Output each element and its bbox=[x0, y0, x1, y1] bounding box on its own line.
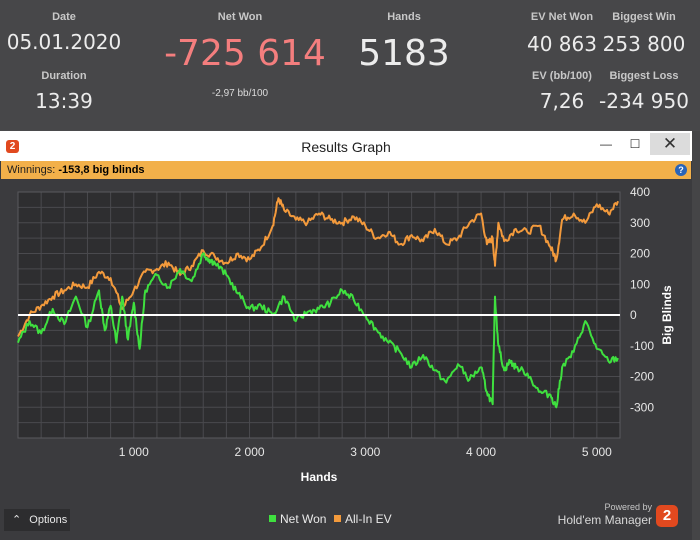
x-tick-label: 2 000 bbox=[235, 445, 265, 459]
close-button[interactable]: ✕ bbox=[650, 133, 690, 155]
series-all-in-ev-line bbox=[17, 197, 619, 337]
ev-net-won-label: EV Net Won bbox=[530, 11, 594, 23]
y-tick-label: 100 bbox=[630, 277, 650, 291]
duration-label: Duration bbox=[41, 70, 87, 82]
brand-name: Hold'em Manager bbox=[557, 513, 652, 527]
date-label: Date bbox=[52, 11, 76, 23]
options-label: Options bbox=[29, 514, 68, 526]
hands-label: Hands bbox=[387, 11, 421, 23]
y-tick-label: -200 bbox=[630, 370, 654, 384]
hm2-logo-icon: 2 bbox=[656, 505, 678, 527]
biggest-loss-value: -234 950 bbox=[599, 89, 689, 113]
hands-value: 5183 bbox=[358, 33, 450, 74]
y-tick-label: 400 bbox=[630, 185, 650, 199]
x-tick-label: 5 000 bbox=[582, 445, 612, 459]
legend-net-won-label: Net Won bbox=[280, 512, 327, 526]
winnings-bar: Winnings: -153,8 big blinds ? bbox=[1, 161, 691, 179]
legend-net-won-swatch bbox=[269, 515, 276, 522]
net-won-bb100: -2,97 bb/100 bbox=[211, 88, 269, 99]
net-won-label: Net Won bbox=[217, 11, 263, 23]
legend-all-in-ev-swatch bbox=[334, 515, 341, 522]
powered-by-text: Powered by bbox=[604, 502, 652, 512]
net-won-value: -725 614 bbox=[164, 33, 326, 74]
y-axis-title: Big Blinds bbox=[660, 285, 674, 345]
y-tick-label: 300 bbox=[630, 216, 650, 230]
biggest-win-label: Biggest Win bbox=[612, 11, 676, 23]
y-tick-label: 0 bbox=[630, 308, 637, 322]
series-net-won-line bbox=[17, 252, 619, 409]
chevron-up-icon: ⌃ bbox=[12, 514, 22, 526]
winnings-label: Winnings: bbox=[7, 164, 56, 176]
window-title: Results Graph bbox=[301, 139, 391, 155]
window-edge bbox=[692, 131, 700, 540]
maximize-button[interactable]: ☐ bbox=[629, 137, 641, 151]
winnings-text: Winnings: -153,8 big blinds bbox=[7, 164, 145, 176]
minimize-button[interactable]: — bbox=[600, 137, 612, 151]
legend-all-in-ev-label: All-In EV bbox=[345, 512, 392, 526]
y-tick-label: -100 bbox=[630, 339, 654, 353]
help-icon[interactable]: ? bbox=[675, 164, 687, 176]
ev-bb100-label: EV (bb/100) bbox=[532, 70, 592, 82]
hm2-icon: 2 bbox=[6, 140, 19, 153]
biggest-win-value: 253 800 bbox=[602, 32, 686, 56]
x-axis-title: Hands bbox=[301, 470, 338, 484]
ev-bb100-value: 7,26 bbox=[539, 89, 585, 113]
legend-all-in-ev[interactable]: All-In EV bbox=[334, 512, 392, 526]
x-tick-label: 1 000 bbox=[119, 445, 149, 459]
y-tick-label: -300 bbox=[630, 400, 654, 414]
title-bar[interactable]: 2 Results Graph — ☐ ✕ bbox=[0, 131, 692, 161]
legend-net-won[interactable]: Net Won bbox=[269, 512, 326, 526]
y-tick-label: 200 bbox=[630, 247, 650, 261]
winnings-value: -153,8 big blinds bbox=[58, 164, 145, 176]
x-tick-label: 4 000 bbox=[466, 445, 496, 459]
options-button[interactable]: ⌃ Options bbox=[4, 509, 70, 531]
ev-net-won-value: 40 863 bbox=[527, 32, 597, 56]
x-tick-label: 3 000 bbox=[350, 445, 380, 459]
duration-value: 13:39 bbox=[35, 89, 93, 113]
session-stats-panel: Date 05.01.2020 Duration 13:39 Net Won -… bbox=[0, 0, 700, 130]
date-value: 05.01.2020 bbox=[6, 30, 122, 54]
biggest-loss-label: Biggest Loss bbox=[609, 70, 679, 82]
